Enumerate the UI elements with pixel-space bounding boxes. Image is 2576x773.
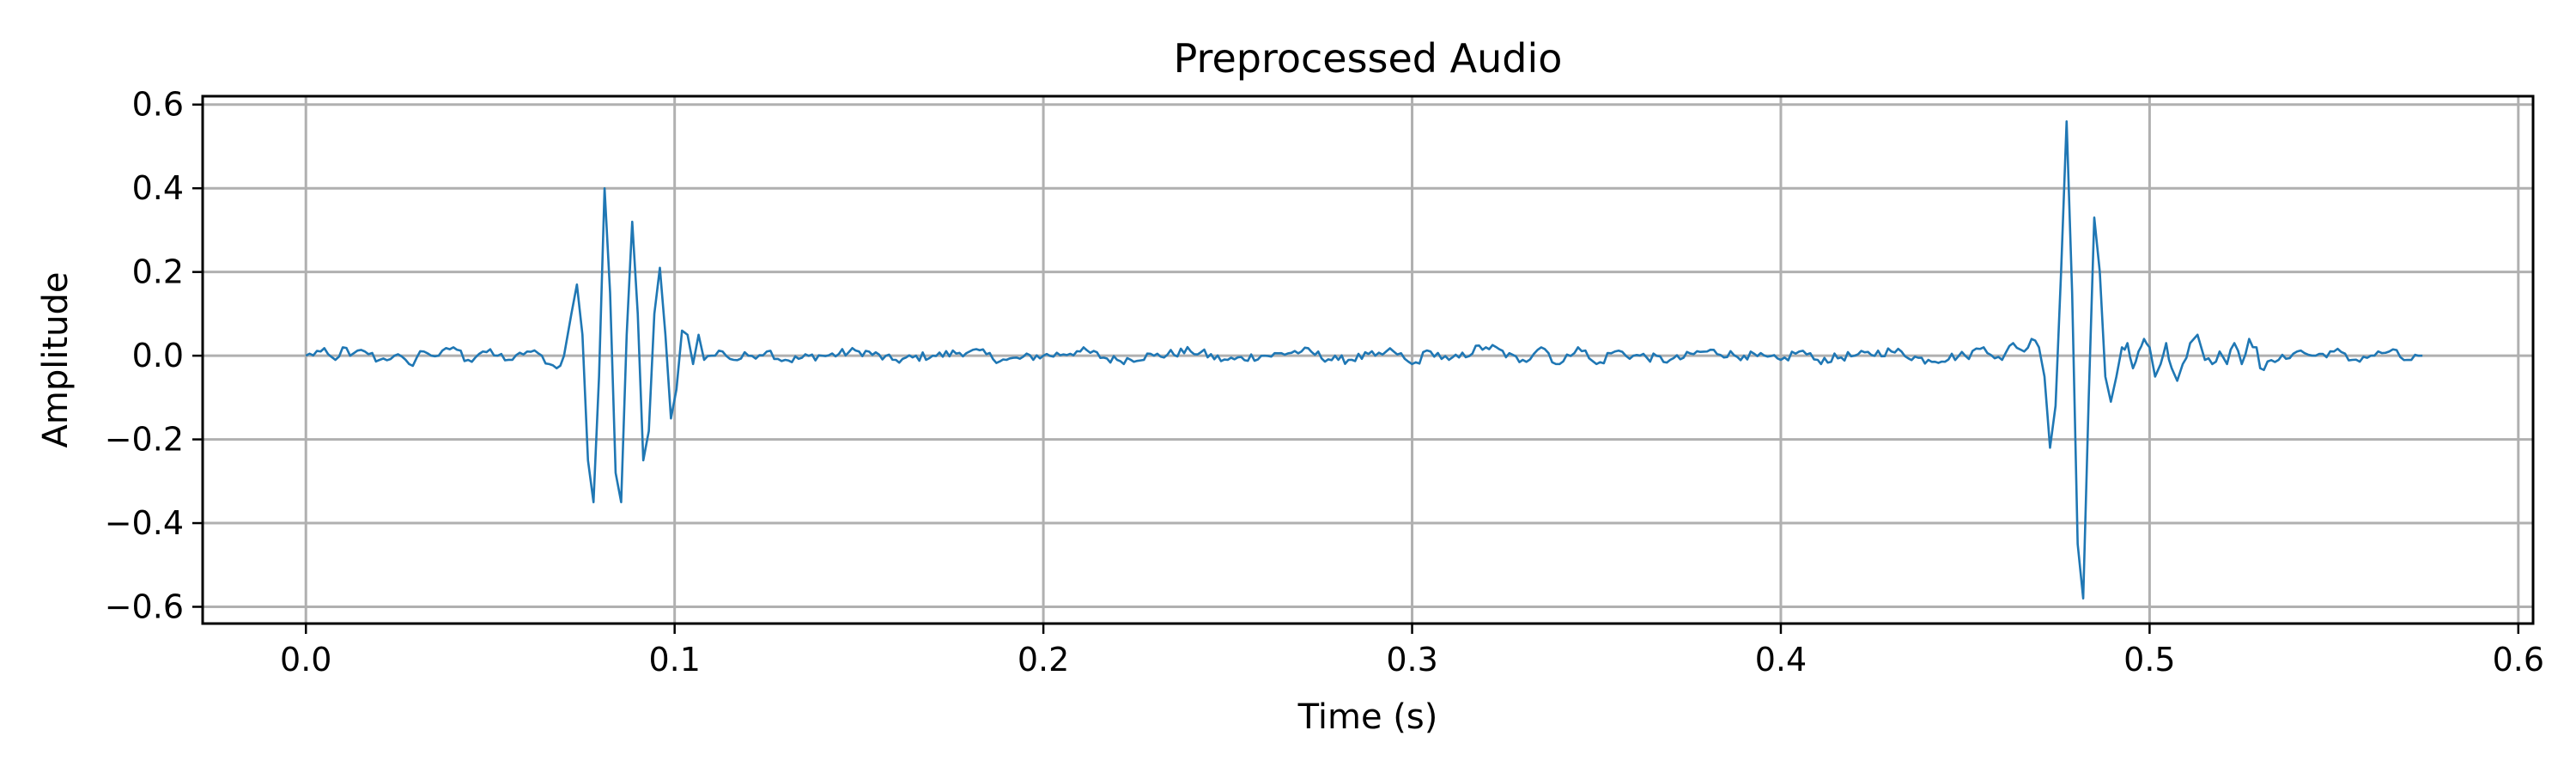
y-tick-label: −0.2 xyxy=(105,421,184,459)
x-tick-label: 0.0 xyxy=(280,641,331,679)
x-tick-label: 0.5 xyxy=(2123,641,2175,679)
series-layer xyxy=(305,119,2423,600)
y-tick-label: 0.2 xyxy=(132,253,184,291)
waveform-series-line xyxy=(305,119,2423,600)
y-tick-label: 0.6 xyxy=(132,86,184,124)
x-axis-label: Time (s) xyxy=(1297,697,1438,737)
y-axis-label: Amplitude xyxy=(36,272,76,448)
chart-title: Preprocessed Audio xyxy=(1174,35,1563,82)
x-tick-label: 0.2 xyxy=(1018,641,1069,679)
plot-frame xyxy=(201,94,2535,625)
x-ticks: 0.0 0.1 0.2 0.3 0.4 0.5 0.6 xyxy=(280,624,2544,679)
grid-layer xyxy=(203,96,2533,624)
y-tick-label: −0.4 xyxy=(105,504,184,542)
x-tick-label: 0.4 xyxy=(1755,641,1807,679)
y-tick-label: 0.0 xyxy=(132,337,184,374)
x-tick-label: 0.1 xyxy=(648,641,700,679)
y-ticks: −0.6 −0.4 −0.2 0.0 0.2 0.4 0.6 xyxy=(105,86,203,626)
y-tick-label: −0.6 xyxy=(105,588,184,626)
x-tick-label: 0.6 xyxy=(2493,641,2544,679)
y-tick-label: 0.4 xyxy=(132,169,184,207)
x-tick-label: 0.3 xyxy=(1386,641,1437,679)
